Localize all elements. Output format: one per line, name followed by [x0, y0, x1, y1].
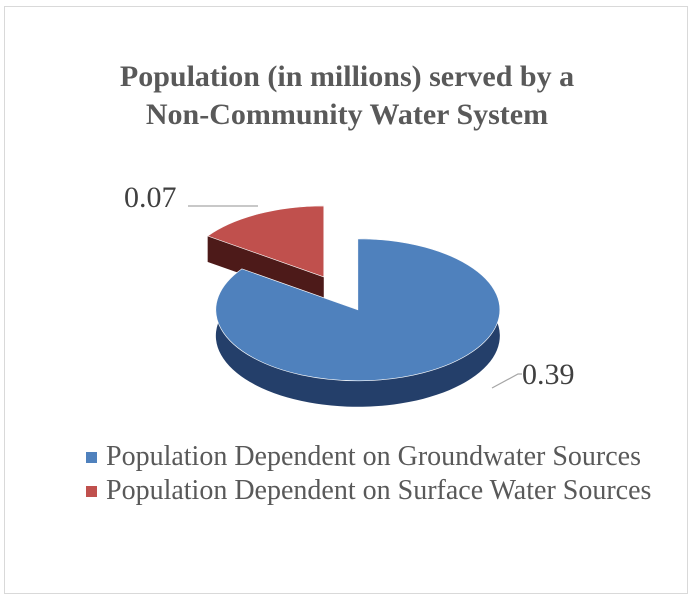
legend-swatch-groundwater: [86, 452, 97, 463]
data-label-surface-water: 0.07: [124, 181, 177, 214]
legend-label-groundwater: Population Dependent on Groundwater Sour…: [106, 441, 641, 472]
legend-item-surface-water: Population Dependent on Surface Water So…: [84, 474, 674, 508]
legend-item-groundwater: Population Dependent on Groundwater Sour…: [84, 440, 674, 474]
chart-title: Population (in millions) served by a Non…: [0, 58, 694, 134]
pie-tops: [207, 205, 501, 382]
chart-frame: [4, 6, 688, 594]
legend-label-surface-water: Population Dependent on Surface Water So…: [106, 475, 652, 506]
leader-line-groundwater: [491, 373, 522, 389]
pie-slice-surface-water: [207, 205, 325, 278]
pie-cut-face-surface-water-0: [207, 235, 324, 303]
data-label-groundwater: 0.39: [522, 358, 575, 391]
chart-title-line-1: Population (in millions) served by a: [119, 60, 575, 93]
chart-title-line-2: Non-Community Water System: [145, 98, 549, 131]
pie-slice-groundwater: [215, 238, 501, 382]
chart-legend: Population Dependent on Groundwater Sour…: [84, 440, 674, 508]
pie-data-labels: 0.39 0.07: [124, 181, 575, 391]
pie-leader-lines: [188, 205, 522, 389]
legend-swatch-surface-water: [86, 486, 97, 497]
